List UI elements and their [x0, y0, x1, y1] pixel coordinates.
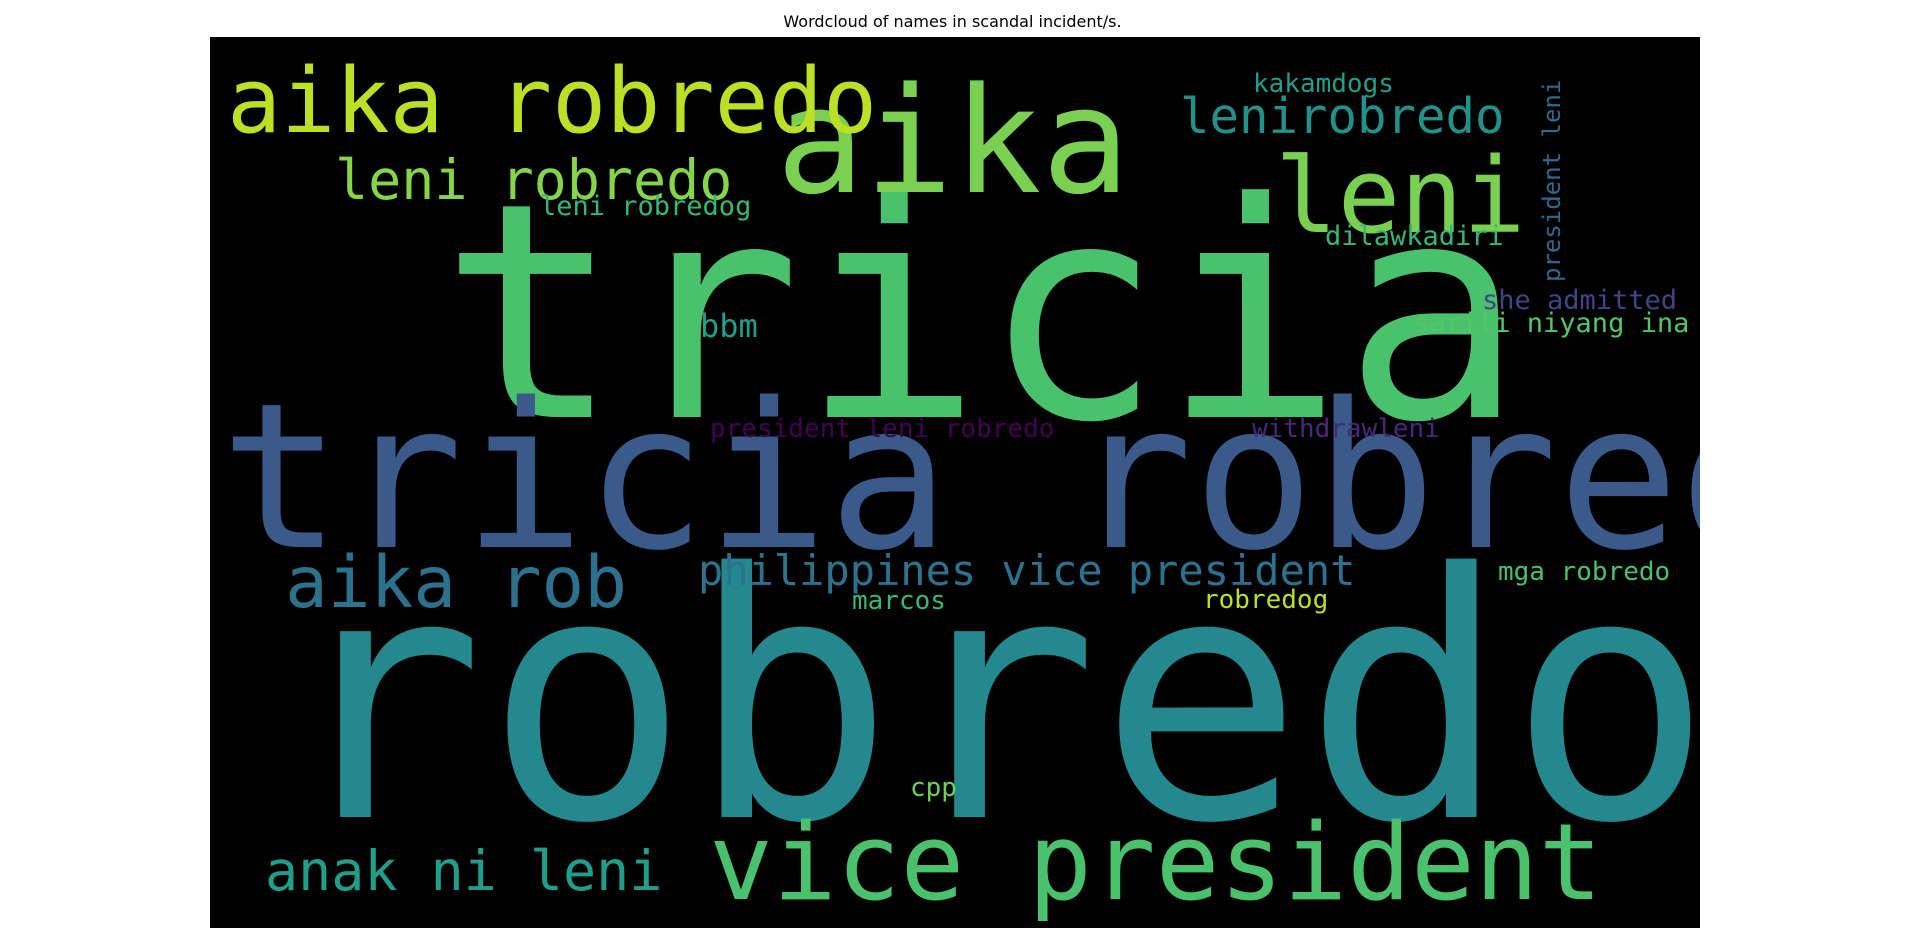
word-philippines-vice-president: philippines vice president — [698, 546, 1355, 595]
chart-title: Wordcloud of names in scandal incident/s… — [783, 12, 1122, 31]
word-bbm: bbm — [700, 307, 758, 345]
word-tricia-robredo: tricia robredo — [220, 359, 1700, 595]
word-marcos: marcos — [852, 586, 946, 616]
word-leni-robredog: leni robredog — [540, 191, 751, 222]
word-leni: leni — [1275, 135, 1525, 257]
word-vice-president: vice president — [709, 801, 1602, 924]
word-aika: aika — [776, 56, 1130, 227]
word-sarili-niyang-ina: sarili niyang ina — [1413, 308, 1689, 339]
word-robredog: robredog — [1203, 585, 1328, 615]
word-aika-robredo: aika robredo — [227, 49, 877, 154]
word-kakamdogs: kakamdogs — [1253, 69, 1394, 99]
word-mga-robredo: mga robredo — [1498, 557, 1670, 587]
word-anak-ni-leni: anak ni leni — [265, 839, 662, 903]
word-leni-robredo: leni robredo — [335, 148, 732, 212]
word-cpp: cpp — [910, 773, 957, 803]
word-withdrawleni: withdrawleni — [1252, 414, 1440, 444]
word-president-leni-robredo: president leni robredo — [710, 414, 1054, 444]
word-she-admitted: she admitted — [1482, 285, 1677, 316]
word-lenirobredo: lenirobredo — [1180, 88, 1505, 145]
word-aika-rob: aika rob — [285, 541, 627, 624]
word-tricia: tricia — [440, 139, 1524, 488]
word-president-leni: president leni — [1538, 80, 1566, 282]
word-robredo: robredo — [280, 502, 1700, 898]
word-dilawkadiri: dilawkadiri — [1325, 221, 1504, 252]
